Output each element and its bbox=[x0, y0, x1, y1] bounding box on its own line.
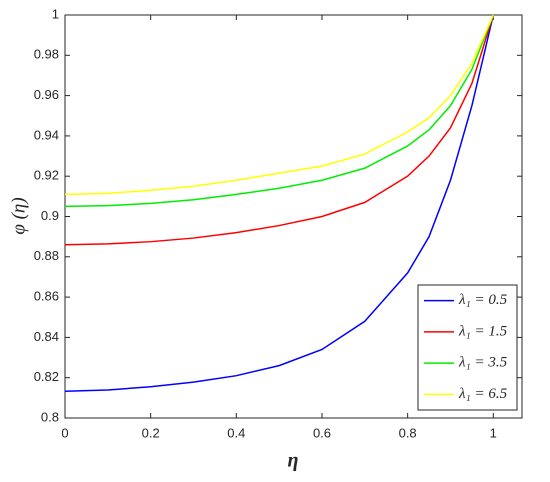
line-series bbox=[64, 14, 495, 208]
y-tick-label: 0.84 bbox=[34, 329, 59, 344]
x-tick-label: 0.6 bbox=[313, 425, 331, 440]
y-tick-label: 0.8 bbox=[41, 409, 59, 424]
y-tick-label: 0.86 bbox=[34, 289, 59, 304]
y-tick-label: 0.96 bbox=[34, 87, 59, 102]
x-tick-label: 1 bbox=[490, 425, 497, 440]
y-tick-label: 0.94 bbox=[34, 127, 59, 142]
x-tick-label: 0.4 bbox=[227, 425, 245, 440]
line-series bbox=[64, 14, 495, 246]
line-series bbox=[64, 14, 494, 196]
y-tick-label: 0.9 bbox=[41, 208, 59, 223]
legend-label: λ₁ = 3.5 bbox=[458, 355, 508, 371]
legend-label: λ₁ = 6.5 bbox=[458, 386, 508, 402]
y-axis-label: φ (η) bbox=[8, 197, 29, 234]
legend-label: λ₁ = 0.5 bbox=[458, 292, 508, 308]
y-tick-label: 1 bbox=[52, 6, 59, 21]
x-tick-label: 0.2 bbox=[142, 425, 160, 440]
x-tick-label: 0.8 bbox=[399, 425, 417, 440]
y-tick-label: 0.82 bbox=[34, 369, 59, 384]
x-tick-label: 0 bbox=[61, 425, 68, 440]
legend-label: λ₁ = 1.5 bbox=[458, 323, 508, 339]
y-tick-label: 0.88 bbox=[34, 248, 59, 263]
x-axis-label: η bbox=[288, 450, 299, 472]
y-tick-label: 0.98 bbox=[34, 47, 59, 62]
legend-box bbox=[417, 284, 518, 411]
line-series bbox=[64, 14, 495, 392]
y-tick-label: 0.92 bbox=[34, 168, 59, 183]
